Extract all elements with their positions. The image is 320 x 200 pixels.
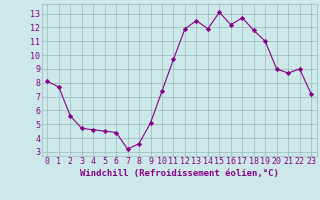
X-axis label: Windchill (Refroidissement éolien,°C): Windchill (Refroidissement éolien,°C) (80, 169, 279, 178)
